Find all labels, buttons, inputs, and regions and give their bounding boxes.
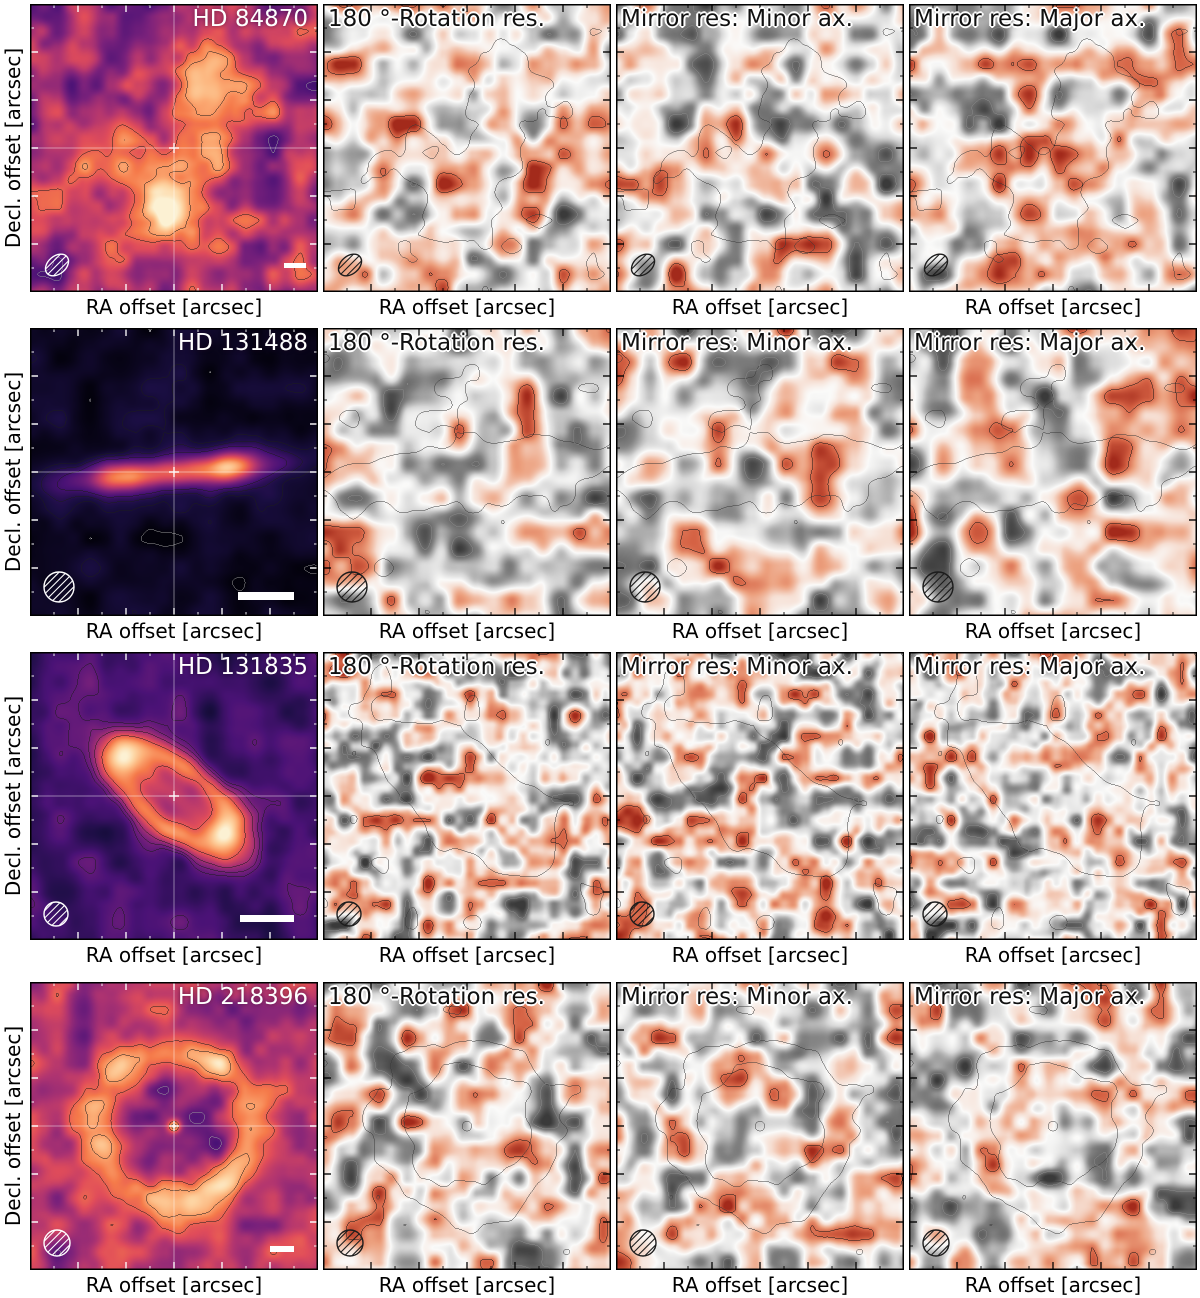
x-axis-label: RA offset [arcsec]	[85, 295, 263, 319]
sky-map-canvas	[30, 4, 318, 292]
x-axis-label: RA offset [arcsec]	[964, 1273, 1142, 1297]
panel-hd218396-rotation-residual: 180 °-Rotation res. RA offset [arcsec]	[323, 982, 611, 1297]
beam-icon	[43, 571, 75, 603]
beam-icon	[922, 901, 948, 927]
x-axis-label: RA offset [arcsec]	[378, 295, 556, 319]
panel-hd131488-mirror-minor-residual: Mirror res: Minor ax. RA offset [arcsec]	[616, 328, 904, 643]
x-axis-label: RA offset [arcsec]	[671, 295, 849, 319]
beam-icon	[41, 249, 73, 281]
residual-title: Mirror res: Minor ax.	[621, 330, 853, 356]
residual-map-canvas	[909, 4, 1197, 292]
x-axis-label: RA offset [arcsec]	[378, 619, 556, 643]
panel-hd131835-rotation-residual: 180 °-Rotation res. RA offset [arcsec]	[323, 652, 611, 967]
residual-map-canvas	[616, 982, 904, 1270]
panel-hd131488-rotation-residual: 180 °-Rotation res. RA offset [arcsec]	[323, 328, 611, 643]
residual-title: Mirror res: Major ax.	[914, 6, 1146, 32]
panel-hd84870-mirror-major-residual: Mirror res: Major ax. RA offset [arcsec]	[909, 4, 1197, 319]
panel-hd84870-rotation-residual: 180 °-Rotation res. RA offset [arcsec]	[323, 4, 611, 319]
panel-hd131835-mirror-minor-residual: Mirror res: Minor ax. RA offset [arcsec]	[616, 652, 904, 967]
residual-map-canvas	[323, 652, 611, 940]
residual-title: 180 °-Rotation res.	[328, 984, 545, 1010]
panel-hd84870-mirror-minor-residual: Mirror res: Minor ax. RA offset [arcsec]	[616, 4, 904, 319]
panel-hd218396-data: HD 218396 RA offset [arcsec]	[30, 982, 318, 1297]
y-axis-label: Decl. offset [arcsec]	[1, 371, 25, 573]
scale-bar	[284, 263, 306, 268]
residual-map-canvas	[909, 328, 1197, 616]
residual-title: Mirror res: Minor ax.	[621, 984, 853, 1010]
residual-title: 180 °-Rotation res.	[328, 6, 545, 32]
y-axis-label: Decl. offset [arcsec]	[1, 695, 25, 897]
x-axis-label: RA offset [arcsec]	[85, 943, 263, 967]
x-axis-label: RA offset [arcsec]	[378, 1273, 556, 1297]
beam-icon	[629, 571, 661, 603]
beam-icon	[920, 249, 952, 281]
panel-hd131488-data: HD 131488 RA offset [arcsec]	[30, 328, 318, 643]
y-axis-label: Decl. offset [arcsec]	[1, 1025, 25, 1227]
scale-bar	[238, 592, 294, 600]
scale-bar	[240, 915, 294, 922]
panel-hd131835-data: HD 131835 RA offset [arcsec]	[30, 652, 318, 967]
beam-icon	[627, 249, 659, 281]
residual-map-canvas	[909, 982, 1197, 1270]
residual-title: Mirror res: Major ax.	[914, 654, 1146, 680]
star-name: HD 84870	[192, 6, 308, 32]
beam-icon	[43, 901, 69, 927]
sky-map-canvas	[30, 652, 318, 940]
x-axis-label: RA offset [arcsec]	[671, 943, 849, 967]
star-name: HD 131488	[177, 330, 308, 356]
panel-hd131488-mirror-major-residual: Mirror res: Major ax. RA offset [arcsec]	[909, 328, 1197, 643]
beam-icon	[336, 901, 362, 927]
beam-icon	[334, 249, 366, 281]
sky-map-canvas	[30, 328, 318, 616]
star-name: HD 131835	[177, 654, 308, 680]
x-axis-label: RA offset [arcsec]	[671, 1273, 849, 1297]
x-axis-label: RA offset [arcsec]	[378, 943, 556, 967]
residual-title: Mirror res: Minor ax.	[621, 654, 853, 680]
sky-map-canvas	[30, 982, 318, 1270]
residual-map-canvas	[323, 4, 611, 292]
residual-map-canvas	[616, 652, 904, 940]
x-axis-label: RA offset [arcsec]	[671, 619, 849, 643]
x-axis-label: RA offset [arcsec]	[964, 943, 1142, 967]
beam-icon	[336, 571, 368, 603]
residual-map-canvas	[323, 328, 611, 616]
residual-title: Mirror res: Major ax.	[914, 330, 1146, 356]
beam-icon	[43, 1229, 71, 1257]
residual-map-canvas	[616, 4, 904, 292]
residual-title: 180 °-Rotation res.	[328, 330, 545, 356]
beam-icon	[922, 571, 954, 603]
residual-map-canvas	[616, 328, 904, 616]
residual-map-canvas	[909, 652, 1197, 940]
panel-hd218396-mirror-major-residual: Mirror res: Major ax. RA offset [arcsec]	[909, 982, 1197, 1297]
beam-icon	[336, 1229, 364, 1257]
x-axis-label: RA offset [arcsec]	[85, 619, 263, 643]
residual-title: Mirror res: Minor ax.	[621, 6, 853, 32]
residual-title: 180 °-Rotation res.	[328, 654, 545, 680]
x-axis-label: RA offset [arcsec]	[85, 1273, 263, 1297]
scale-bar	[270, 1246, 294, 1252]
beam-icon	[629, 1229, 657, 1257]
residual-map-canvas	[323, 982, 611, 1270]
residual-title: Mirror res: Major ax.	[914, 984, 1146, 1010]
x-axis-label: RA offset [arcsec]	[964, 619, 1142, 643]
y-axis-label: Decl. offset [arcsec]	[1, 47, 25, 249]
panel-hd84870-data: HD 84870 RA offset [arcsec]	[30, 4, 318, 319]
star-name: HD 218396	[177, 984, 308, 1010]
beam-icon	[629, 901, 655, 927]
panel-hd131835-mirror-major-residual: Mirror res: Major ax. RA offset [arcsec]	[909, 652, 1197, 967]
beam-icon	[922, 1229, 950, 1257]
x-axis-label: RA offset [arcsec]	[964, 295, 1142, 319]
panel-hd218396-mirror-minor-residual: Mirror res: Minor ax. RA offset [arcsec]	[616, 982, 904, 1297]
